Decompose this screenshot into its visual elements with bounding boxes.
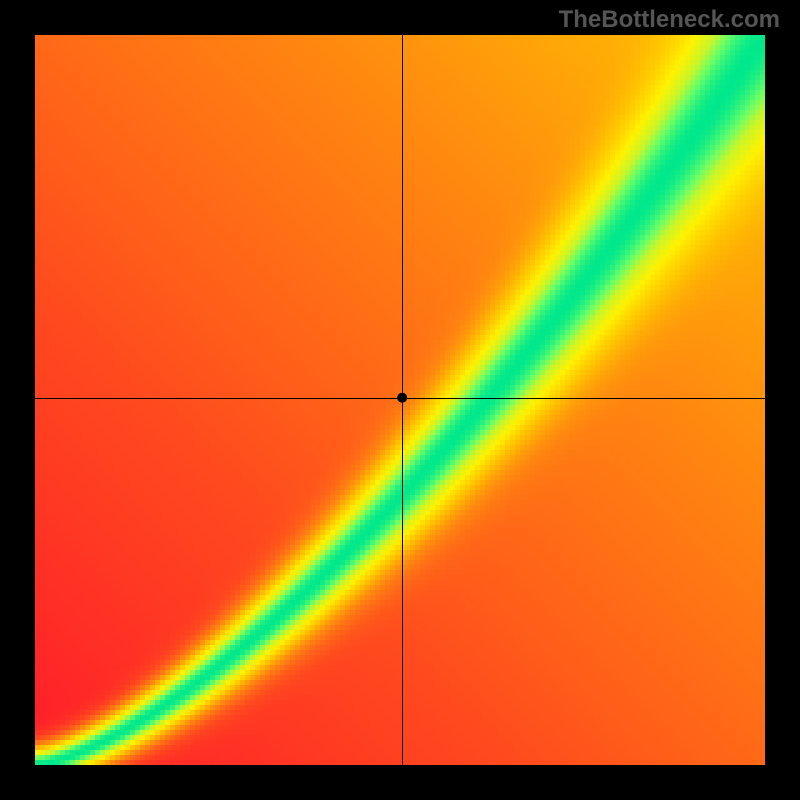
bottleneck-heatmap bbox=[35, 35, 765, 765]
watermark-text: TheBottleneck.com bbox=[559, 6, 780, 34]
chart-container: TheBottleneck.com bbox=[0, 0, 800, 800]
